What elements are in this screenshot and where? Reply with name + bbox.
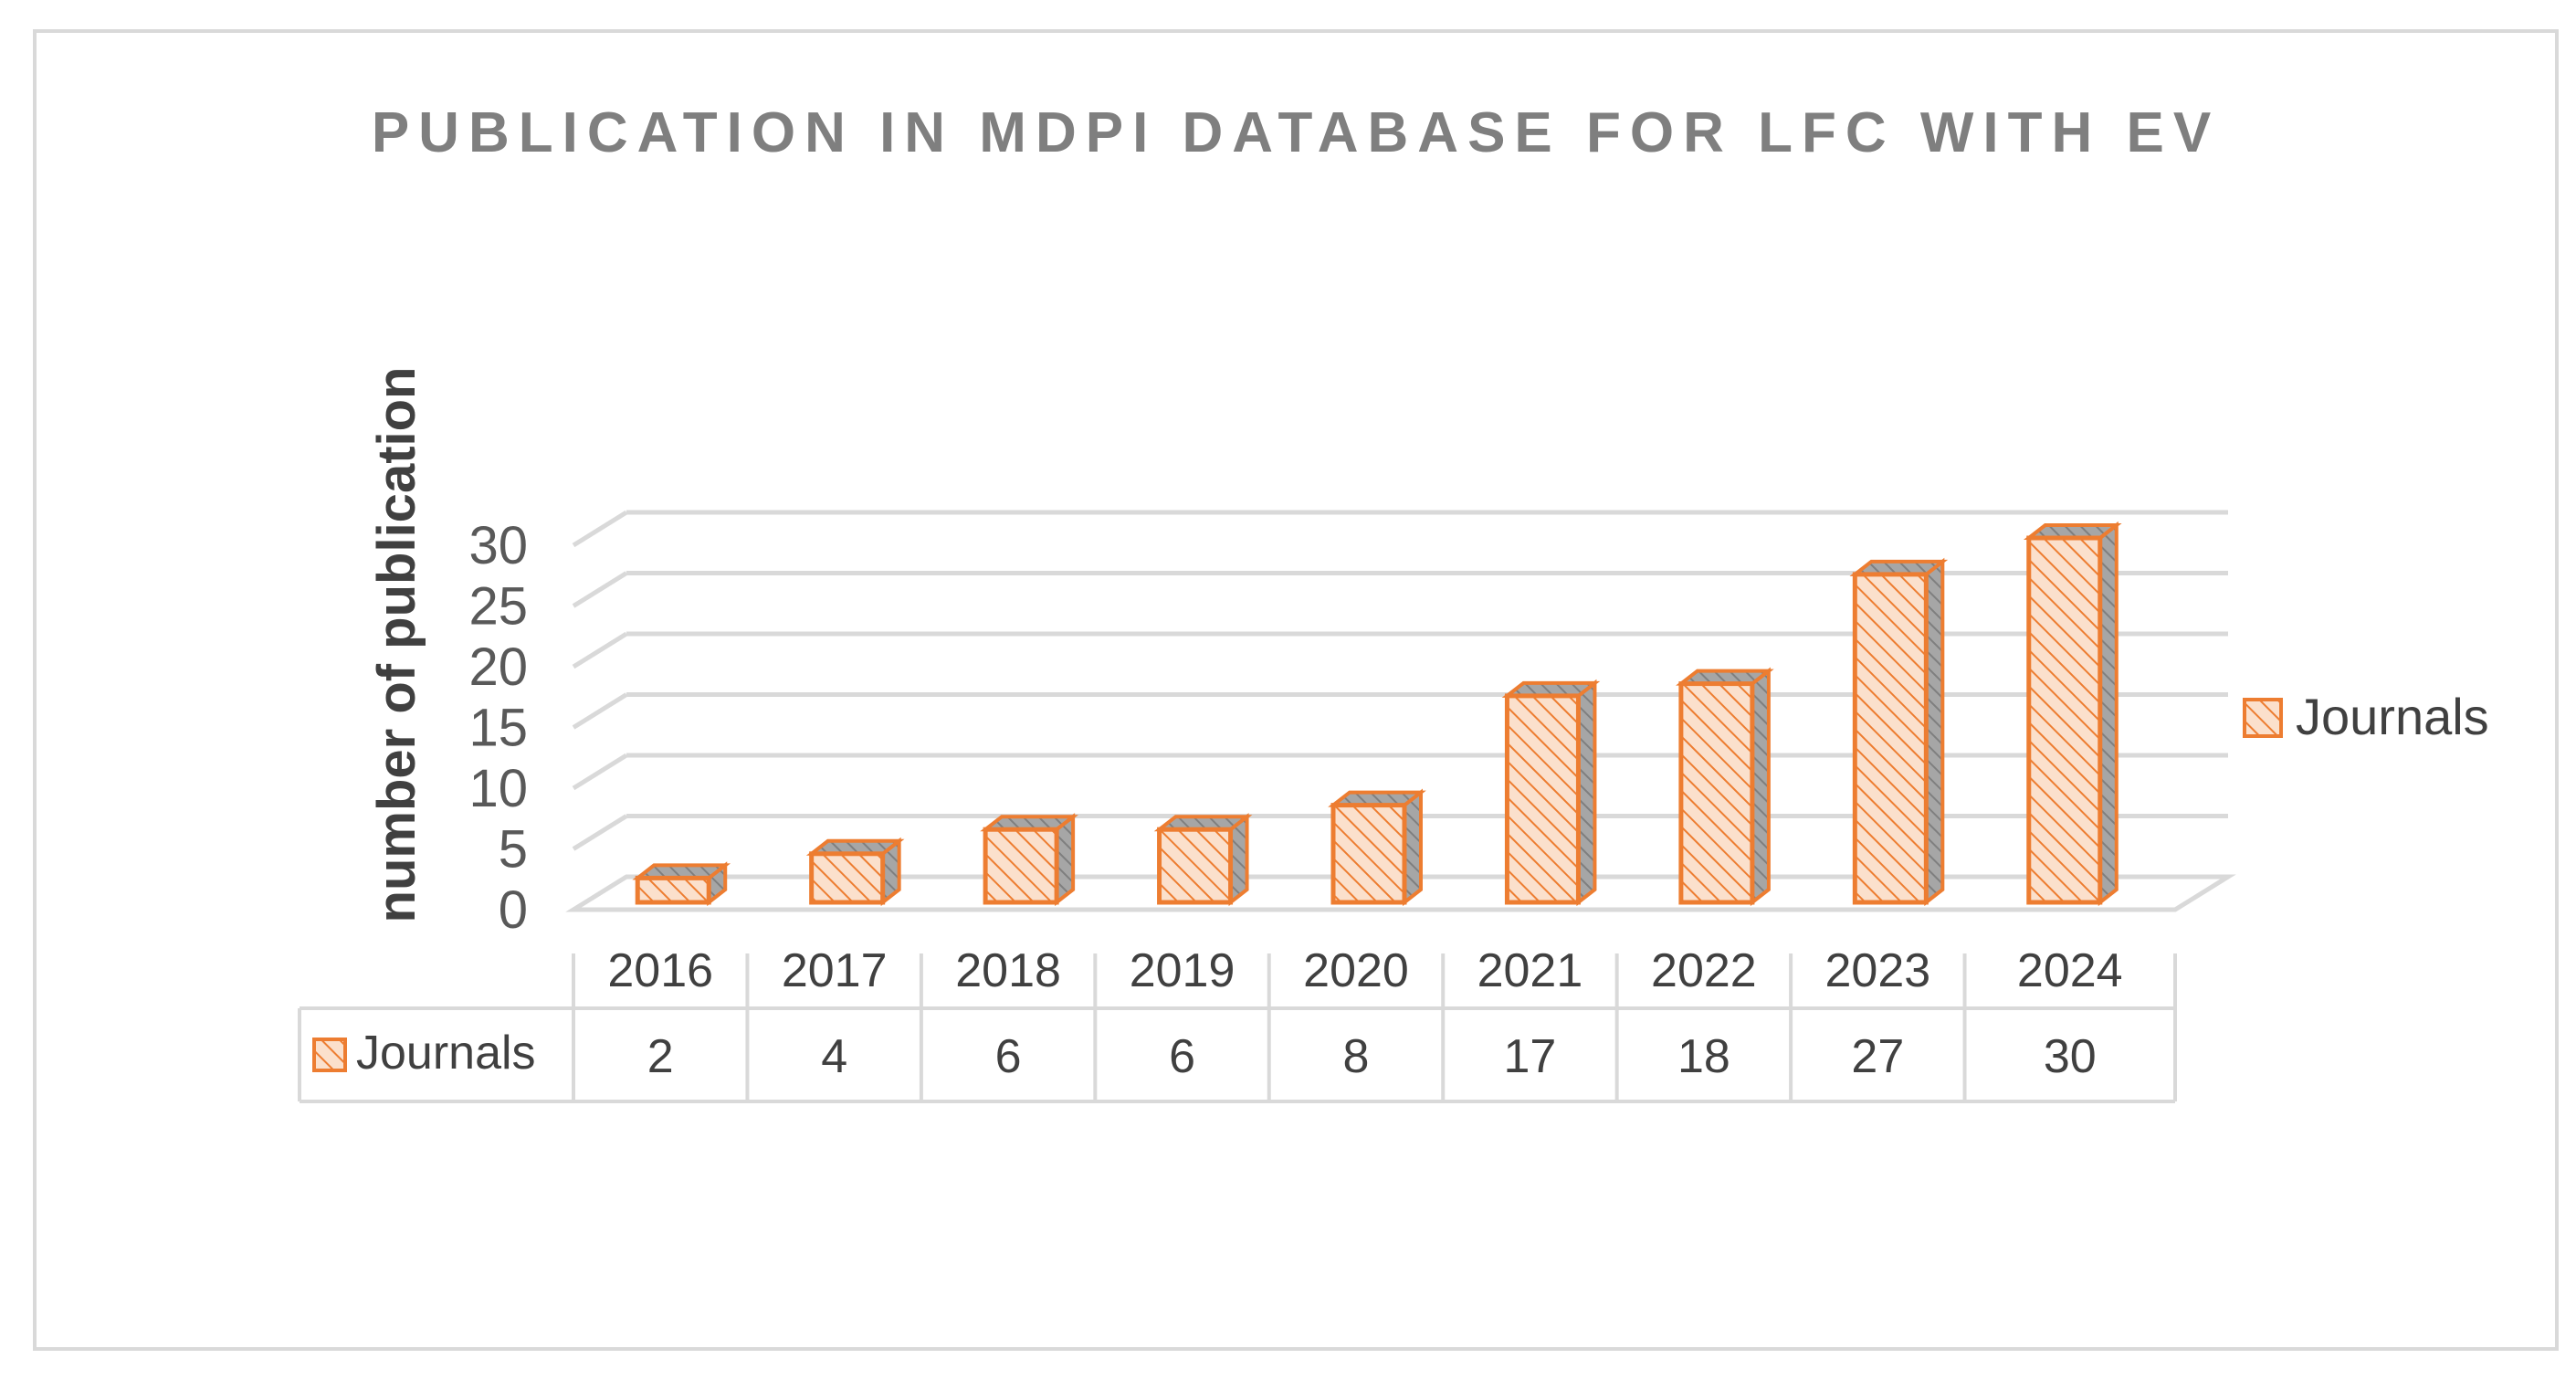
- chart-title: PUBLICATION IN MDPI DATABASE FOR LFC WIT…: [372, 101, 2220, 164]
- y-tick-label: 25: [468, 577, 528, 637]
- y-tick-label: 10: [468, 759, 528, 818]
- table-value: 2: [647, 1030, 674, 1083]
- gridline-diag-5: [572, 814, 628, 851]
- y-tick-label: 30: [468, 516, 528, 575]
- y-tick-label: 20: [468, 637, 528, 697]
- bar-2023: [1849, 557, 1949, 907]
- bar-front: [1678, 681, 1755, 905]
- bar-side: [1576, 679, 1597, 907]
- table-series-key: Journals: [312, 1027, 536, 1080]
- chart-svg: PUBLICATION IN MDPI DATABASE FOR LFC WIT…: [298, 101, 2489, 1103]
- x-tick-label: 2023: [1824, 944, 1930, 997]
- table-value: 30: [2044, 1030, 2097, 1083]
- table-value: 6: [995, 1030, 1022, 1083]
- bar-2017: [805, 837, 905, 907]
- bar-front: [1157, 827, 1234, 905]
- bar-front: [809, 851, 886, 905]
- gridlines: [572, 510, 2228, 851]
- bar-2020: [1328, 788, 1426, 907]
- bar-2021: [1501, 679, 1601, 907]
- bar-2018: [980, 813, 1078, 907]
- table-series-name: Journals: [356, 1027, 536, 1080]
- x-tick-label: 2020: [1303, 944, 1409, 997]
- legend-label: Journals: [2296, 688, 2489, 745]
- bar-front: [983, 827, 1059, 905]
- bar-side: [1403, 788, 1423, 907]
- table-value: 6: [1169, 1030, 1195, 1083]
- table-series-swatch: [312, 1038, 347, 1072]
- bars: [632, 521, 2122, 907]
- table-value: 27: [1851, 1030, 1904, 1083]
- bar-side: [1924, 557, 1945, 907]
- bar-2016: [632, 861, 731, 907]
- bar-2019: [1153, 813, 1253, 907]
- y-tick-label: 15: [468, 699, 528, 758]
- y-tick-label: 0: [499, 880, 528, 940]
- x-tick-label: 2018: [955, 944, 1061, 997]
- gridline-diag-10: [572, 753, 628, 791]
- table-value: 8: [1343, 1030, 1370, 1083]
- bar-front: [635, 875, 711, 905]
- x-tick-label: 2016: [607, 944, 713, 997]
- legend-swatch: [2243, 698, 2283, 738]
- bar-2022: [1676, 667, 1774, 907]
- table-value: 4: [821, 1030, 847, 1083]
- chart-frame: PUBLICATION IN MDPI DATABASE FOR LFC WIT…: [33, 29, 2559, 1351]
- x-tick-label: 2022: [1651, 944, 1757, 997]
- bar-front: [1330, 803, 1407, 905]
- y-axis-label: number of publication: [367, 367, 426, 923]
- bar-2024: [2023, 521, 2122, 907]
- gridline-diag-20: [572, 631, 628, 669]
- x-tick-label: 2024: [2017, 944, 2123, 997]
- x-tick-label: 2019: [1130, 944, 1235, 997]
- bar-side: [2098, 521, 2119, 907]
- gridline-diag-15: [572, 692, 628, 730]
- data-table: 2016 2 2017 4 2018 6 2019 6 2020 8 2021 17 2022 18 202…: [298, 944, 2177, 1103]
- x-tick-label: 2017: [782, 944, 888, 997]
- x-tick-label: 2021: [1477, 944, 1583, 997]
- y-tick-label: 5: [499, 820, 528, 880]
- table-value: 18: [1677, 1030, 1730, 1083]
- bar-front: [1504, 693, 1581, 905]
- gridline-diag-30: [572, 510, 628, 548]
- legend: Journals: [2243, 688, 2489, 745]
- bar-front: [1852, 572, 1929, 905]
- legend-swatch-box: [2243, 698, 2283, 738]
- table-value: 17: [1504, 1030, 1557, 1083]
- gridline-diag-25: [572, 571, 628, 608]
- bar-side: [1750, 667, 1771, 907]
- bar-front: [2026, 535, 2103, 905]
